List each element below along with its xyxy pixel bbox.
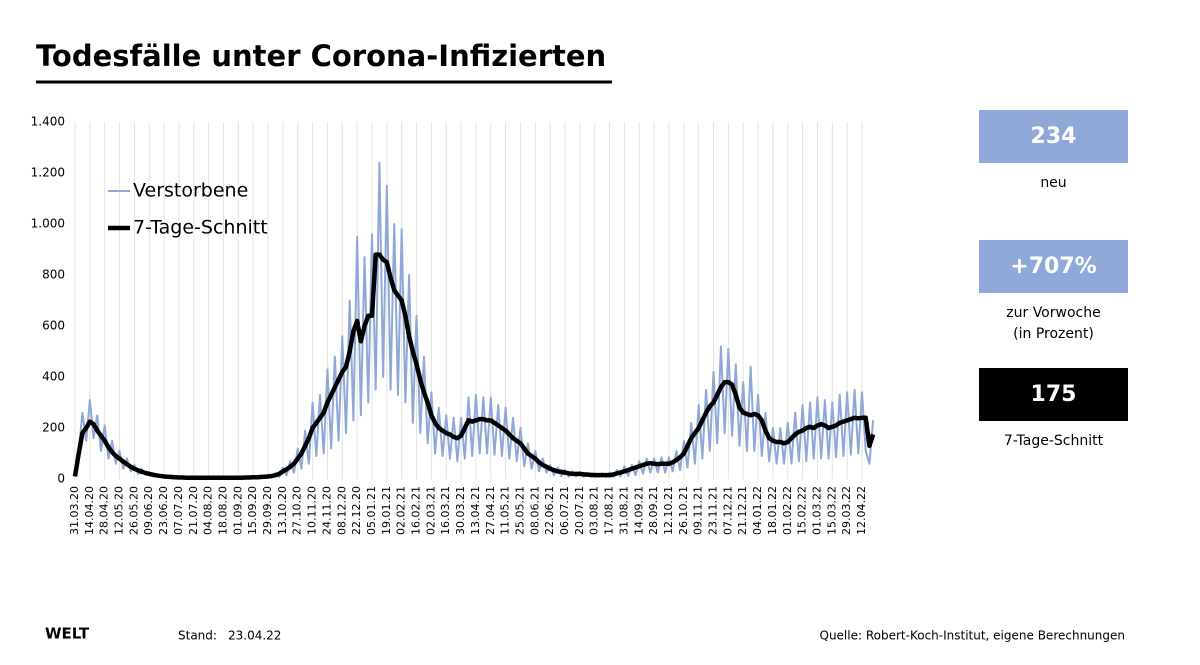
x-tick-label: 24.11.20 <box>320 486 333 535</box>
x-tick-label: 29.09.20 <box>261 486 274 535</box>
x-tick-label: 26.10.21 <box>677 486 690 535</box>
x-tick-label: 12.05.20 <box>113 486 126 535</box>
kpi-box <box>979 240 1128 293</box>
x-tick-label: 18.01.22 <box>766 486 779 535</box>
legend-label: Verstorbene <box>133 180 248 202</box>
x-tick-label: 02.02.21 <box>395 486 408 535</box>
x-tick-label: 31.08.21 <box>617 486 630 535</box>
x-tick-label: 04.01.22 <box>751 486 764 535</box>
kpi-value: 234 <box>1031 124 1077 149</box>
x-tick-label: 23.06.20 <box>157 486 170 535</box>
y-tick-label: 1.200 <box>31 166 65 180</box>
source: Quelle: Robert-Koch-Institut, eigene Ber… <box>820 629 1126 643</box>
x-tick-label: 29.03.22 <box>840 486 853 535</box>
kpi-label: zur Vorwoche <box>1006 305 1100 321</box>
x-tick-label: 14.04.20 <box>83 486 96 535</box>
x-tick-label: 01.09.20 <box>231 486 244 535</box>
x-tick-label: 06.07.21 <box>558 486 571 535</box>
x-tick-label: 09.11.21 <box>692 486 705 535</box>
brand: WELT <box>45 625 90 643</box>
kpi-box <box>979 110 1128 163</box>
kpi-label: (in Prozent) <box>1013 326 1094 342</box>
stand-label: Stand: <box>178 629 217 643</box>
x-tick-label: 31.03.20 <box>68 486 81 535</box>
y-tick-label: 1.400 <box>31 115 65 129</box>
kpi-label: neu <box>1040 175 1066 191</box>
x-tick-label: 01.02.22 <box>781 486 794 535</box>
kpi-box <box>979 368 1128 421</box>
x-tick-label: 23.11.21 <box>707 486 720 535</box>
x-tick-label: 21.07.20 <box>187 486 200 535</box>
x-tick-label: 25.05.21 <box>513 486 526 535</box>
x-tick-label: 15.09.20 <box>246 486 259 535</box>
kpi-value: 175 <box>1031 382 1077 407</box>
x-tick-label: 07.12.21 <box>721 486 734 535</box>
stand-date: 23.04.22 <box>228 629 281 643</box>
x-tick-label: 20.07.21 <box>573 486 586 535</box>
y-tick-label: 0 <box>57 472 65 486</box>
x-tick-label: 02.03.21 <box>424 486 437 535</box>
y-tick-label: 800 <box>42 268 65 282</box>
x-tick-label: 12.10.21 <box>662 486 675 535</box>
x-tick-label: 22.06.21 <box>543 486 556 535</box>
x-tick-label: 19.01.21 <box>380 486 393 535</box>
x-tick-label: 18.08.20 <box>216 486 229 535</box>
x-tick-label: 05.01.21 <box>365 486 378 535</box>
x-tick-label: 04.08.20 <box>202 486 215 535</box>
x-tick-label: 28.09.21 <box>647 486 660 535</box>
x-tick-label: 16.03.21 <box>439 486 452 535</box>
kpi-label: 7-Tage-Schnitt <box>1004 433 1104 449</box>
x-tick-label: 12.04.22 <box>855 486 868 535</box>
x-tick-label: 08.06.21 <box>528 486 541 535</box>
x-tick-label: 22.12.20 <box>350 486 363 535</box>
x-tick-label: 15.02.22 <box>796 486 809 535</box>
y-tick-label: 600 <box>42 319 65 333</box>
x-tick-label: 27.10.20 <box>291 486 304 535</box>
y-tick-label: 1.000 <box>31 217 65 231</box>
series-line <box>72 252 876 480</box>
kpi-value: +707% <box>1010 254 1096 279</box>
x-tick-label: 27.04.21 <box>484 486 497 535</box>
x-tick-label: 16.02.21 <box>410 486 423 535</box>
x-tick-label: 17.08.21 <box>603 486 616 535</box>
y-tick-label: 400 <box>42 370 65 384</box>
x-tick-label: 14.09.21 <box>632 486 645 535</box>
x-tick-label: 28.04.20 <box>98 486 111 535</box>
x-tick-label: 15.03.22 <box>825 486 838 535</box>
series-line <box>74 161 875 480</box>
x-tick-label: 30.03.21 <box>454 486 467 535</box>
x-tick-label: 11.05.21 <box>499 486 512 535</box>
x-tick-label: 01.03.22 <box>810 486 823 535</box>
y-tick-label: 200 <box>42 421 65 435</box>
x-tick-label: 09.06.20 <box>142 486 155 535</box>
x-tick-label: 26.05.20 <box>127 486 140 535</box>
chart-title: Todesfälle unter Corona-Infizierten <box>36 39 606 73</box>
x-tick-label: 13.10.20 <box>276 486 289 535</box>
x-tick-label: 13.04.21 <box>469 486 482 535</box>
x-tick-label: 21.12.21 <box>736 486 749 535</box>
x-tick-label: 03.08.21 <box>588 486 601 535</box>
x-tick-label: 07.07.20 <box>172 486 185 535</box>
x-tick-label: 08.12.20 <box>335 486 348 535</box>
legend-label: 7-Tage-Schnitt <box>133 217 268 239</box>
x-tick-label: 10.11.20 <box>306 486 319 535</box>
